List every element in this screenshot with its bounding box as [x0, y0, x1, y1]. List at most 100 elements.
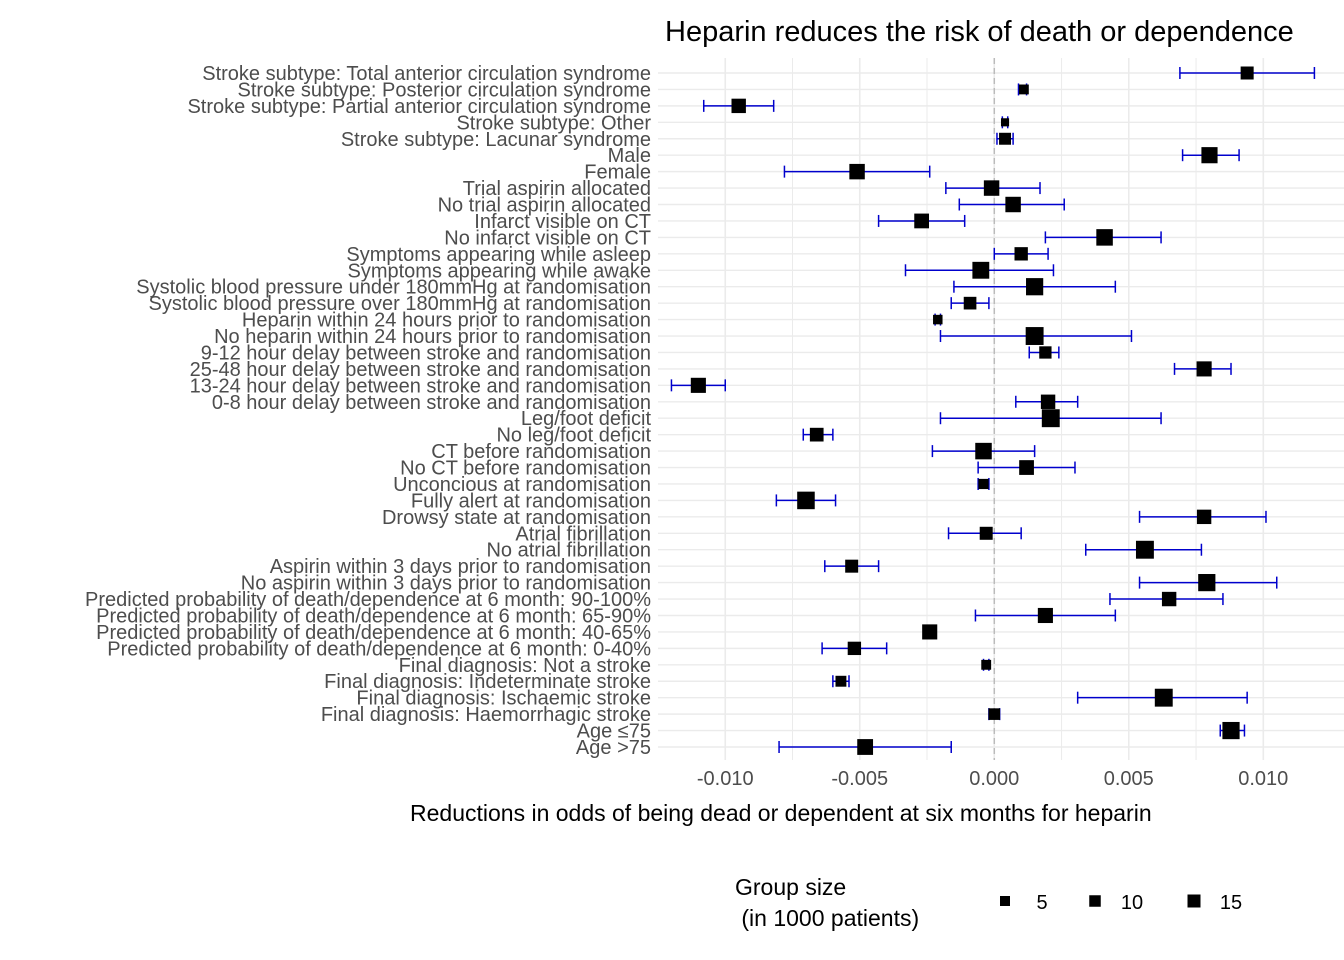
category-label: Stroke subtype: Other — [456, 112, 651, 134]
category-label: Predicted probability of death/dependenc… — [85, 589, 651, 611]
point-estimate — [978, 478, 989, 490]
legend: Group size (in 1000 patients) 5 10 15 — [735, 874, 1242, 931]
category-label: No infarct visible on CT — [444, 227, 651, 249]
point-estimate — [988, 708, 1001, 720]
chart-title: Heparin reduces the risk of death or dep… — [665, 16, 1294, 48]
legend-key-label: 10 — [1121, 892, 1143, 914]
category-label: Stroke subtype: Total anterior circulati… — [202, 63, 651, 85]
legend-key-square — [1089, 895, 1101, 907]
point-estimate — [922, 624, 938, 640]
point-estimate — [983, 180, 1000, 196]
point-estimate — [1201, 147, 1218, 164]
point-estimate — [1019, 460, 1034, 475]
category-label: Unconcious at randomisation — [393, 474, 651, 496]
category-label: Predicted probability of death/dependenc… — [96, 622, 651, 644]
category-label: Final diagnosis: Indeterminate stroke — [324, 671, 651, 693]
category-label: 9-12 hour delay between stroke and rando… — [201, 342, 651, 364]
point-estimate — [1154, 688, 1173, 707]
x-tick-label: 0.000 — [969, 768, 1019, 790]
legend-key-label: 15 — [1220, 892, 1242, 914]
grid — [658, 58, 1344, 760]
category-label: Symptoms appearing while awake — [348, 260, 652, 282]
x-tick-labels: -0.010 -0.005 0.000 0.005 0.010 — [697, 768, 1288, 790]
category-label: Fully alert at randomisation — [411, 490, 651, 512]
point-estimate — [981, 659, 992, 670]
point-estimate — [1000, 118, 1010, 127]
point-estimate — [1014, 247, 1028, 261]
point-estimate — [847, 641, 862, 656]
category-label: Infarct visible on CT — [474, 211, 651, 233]
category-label: No CT before randomisation — [400, 458, 651, 480]
category-label: CT before randomisation — [431, 441, 651, 463]
category-label: Drowsy state at randomisation — [382, 507, 651, 529]
category-label: Age ≤75 — [577, 721, 651, 743]
point-estimate — [809, 427, 824, 442]
point-estimate — [1196, 509, 1212, 525]
point-estimate — [1198, 574, 1216, 592]
point-estimate — [1040, 394, 1056, 409]
point-estimate — [999, 132, 1012, 145]
category-label: Stroke subtype: Posterior circulation sy… — [237, 79, 651, 101]
point-estimate — [1039, 346, 1052, 359]
point-estimate — [979, 526, 993, 540]
category-label: Symptoms appearing while asleep — [346, 244, 651, 266]
point-estimate — [914, 213, 930, 229]
category-label: 0-8 hour delay between stroke and random… — [212, 392, 651, 414]
x-tick-label: -0.005 — [831, 768, 888, 790]
category-label: Aspirin within 3 days prior to randomisa… — [270, 556, 651, 578]
point-estimate — [1005, 196, 1021, 213]
point-estimate — [1026, 278, 1044, 296]
error-bars — [670, 67, 1316, 753]
category-label: Leg/foot deficit — [521, 408, 652, 430]
point-estimate — [1196, 361, 1212, 377]
category-label: Atrial fibrillation — [515, 523, 651, 545]
x-tick-label: -0.010 — [697, 768, 754, 790]
x-tick-label: 0.005 — [1104, 768, 1154, 790]
x-axis-label: Reductions in odds of being dead or depe… — [410, 800, 1152, 826]
point-estimate — [1135, 540, 1154, 559]
category-label: Female — [584, 162, 651, 184]
category-label: Final diagnosis: Not a stroke — [399, 655, 651, 677]
category-label: Heparin within 24 hours prior to randomi… — [242, 310, 651, 332]
legend-keys: 5 10 15 — [1000, 892, 1242, 914]
category-label: Predicted probability of death/dependenc… — [107, 638, 651, 660]
x-tick-label: 0.010 — [1238, 768, 1288, 790]
point-estimate — [972, 261, 990, 279]
point-estimate — [731, 98, 746, 114]
legend-title-line-1: Group size — [735, 874, 846, 900]
category-label: Final diagnosis: Ischaemic stroke — [356, 688, 651, 710]
legend-key-square — [1000, 896, 1010, 906]
legend-key-square — [1187, 894, 1201, 908]
category-label: No heparin within 24 hours prior to rand… — [214, 326, 651, 348]
category-label: No atrial fibrillation — [486, 540, 651, 562]
category-label: Final diagnosis: Haemorrhagic stroke — [321, 704, 651, 726]
category-label: No leg/foot deficit — [496, 425, 651, 447]
category-label: No aspirin within 3 days prior to random… — [241, 573, 651, 595]
point-estimate — [963, 296, 977, 310]
point-estimate — [849, 163, 865, 180]
point-estimate — [933, 314, 943, 325]
point-estimate — [857, 739, 874, 755]
category-labels: Stroke subtype: Total anterior circulati… — [85, 63, 651, 759]
point-estimate — [1161, 591, 1177, 607]
point-estimate — [1222, 721, 1240, 740]
category-label: Male — [608, 145, 651, 167]
point-estimate — [1041, 409, 1060, 428]
point-estimate — [1025, 327, 1044, 345]
category-label: Predicted probability of death/dependenc… — [96, 605, 651, 627]
category-label: 25-48 hour delay between stroke and rand… — [190, 359, 651, 381]
point-estimate — [845, 559, 859, 573]
category-label: 13-24 hour delay between stroke and rand… — [190, 375, 651, 397]
point-estimate — [797, 491, 815, 510]
point-estimate — [1018, 84, 1029, 95]
point-estimate — [975, 442, 992, 460]
category-label: Systolic blood pressure over 180mmHg at … — [149, 293, 651, 315]
category-label: Trial aspirin allocated — [463, 178, 651, 200]
legend-key-label: 5 — [1036, 892, 1047, 914]
point-estimate — [1037, 607, 1053, 624]
category-label: Stroke subtype: Partial anterior circula… — [187, 96, 651, 118]
category-label: Systolic blood pressure under 180mmHg at… — [136, 277, 651, 299]
point-estimate — [1240, 66, 1254, 80]
legend-title-line-2: (in 1000 patients) — [735, 905, 919, 931]
